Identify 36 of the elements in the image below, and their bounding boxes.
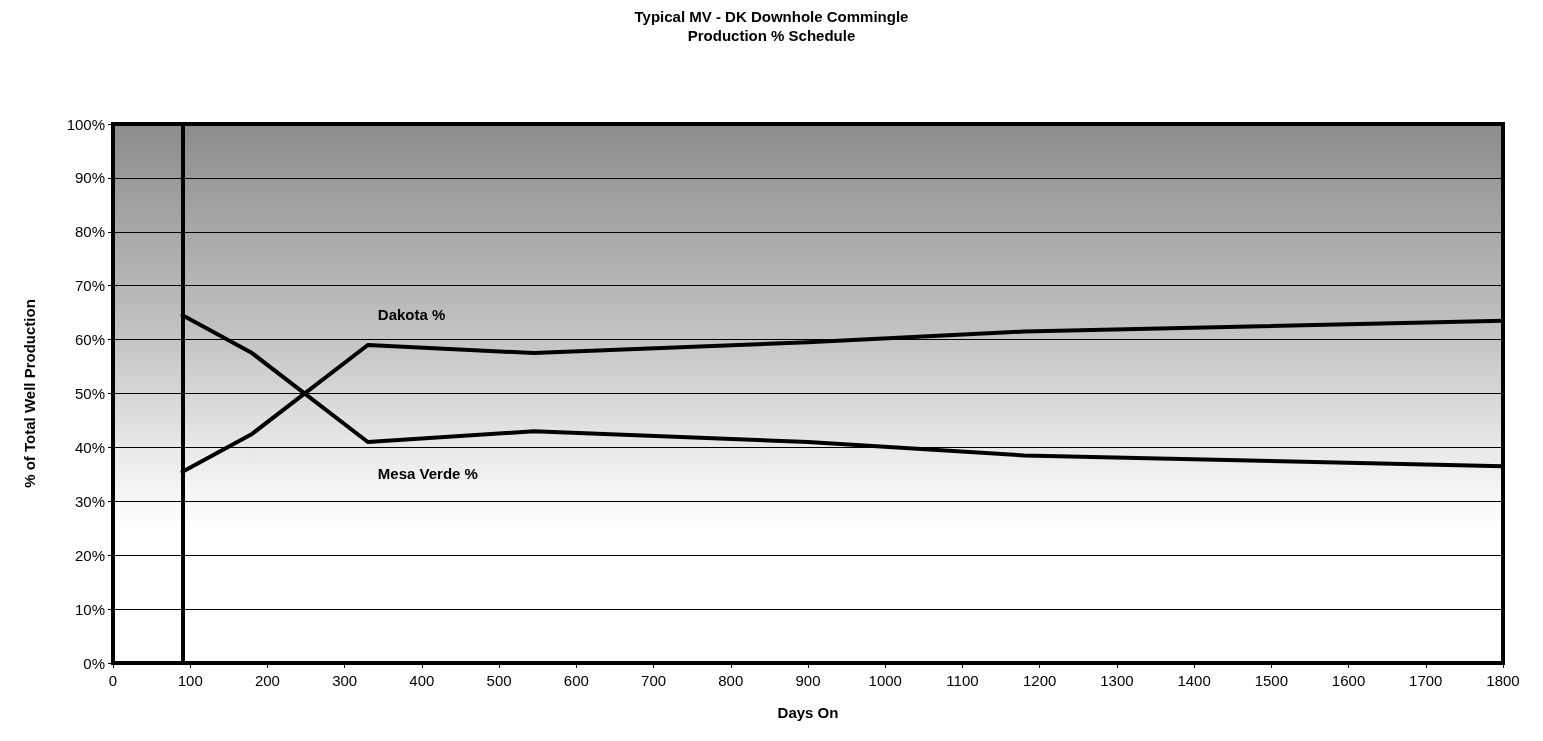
y-tick-label: 30%	[74, 492, 105, 510]
x-tick-label: 1700	[1409, 672, 1443, 689]
chart-title: Typical MV - DK Downhole Commingle	[634, 8, 909, 25]
x-tick-label: 200	[254, 672, 280, 689]
x-tick-label: 700	[641, 672, 667, 689]
x-tick-label: 0	[108, 672, 118, 689]
y-tick-label: 60%	[74, 331, 105, 349]
x-tick-label: 1300	[1100, 672, 1134, 689]
x-tick-label: 1600	[1331, 672, 1366, 689]
x-tick-label: 600	[563, 672, 589, 689]
x-tick-label: 1000	[868, 672, 902, 689]
y-tick-label: 0%	[83, 654, 105, 672]
x-axis-title: Days On	[777, 704, 839, 721]
y-tick-label: 40%	[74, 438, 105, 456]
y-tick-label: 70%	[74, 277, 105, 295]
x-tick-label: 1100	[946, 672, 979, 689]
series-label: Dakota %	[377, 305, 446, 323]
x-tick-label: 800	[718, 672, 744, 689]
series-label: Mesa Verde %	[377, 465, 478, 483]
y-axis-title: % of Total Well Production	[21, 299, 38, 488]
y-tick-label: 20%	[74, 546, 105, 564]
x-tick-label: 1400	[1177, 672, 1211, 689]
x-tick-label: 1200	[1022, 672, 1057, 689]
x-tick-label: 1800	[1486, 672, 1520, 689]
x-tick-label: 900	[795, 672, 821, 689]
x-tick-label: 100	[177, 672, 203, 689]
y-tick-label: 100%	[66, 115, 105, 133]
y-tick-label: 80%	[74, 223, 105, 241]
x-tick-label: 300	[332, 672, 358, 689]
x-tick-label: 500	[486, 672, 512, 689]
y-tick-label: 50%	[74, 385, 105, 402]
x-tick-label: 400	[409, 672, 435, 689]
x-tick-label: 1500	[1254, 672, 1289, 689]
y-tick-label: 90%	[74, 169, 105, 187]
y-tick-label: 10%	[74, 600, 105, 618]
chart-subtitle: Production % Schedule	[687, 27, 856, 44]
